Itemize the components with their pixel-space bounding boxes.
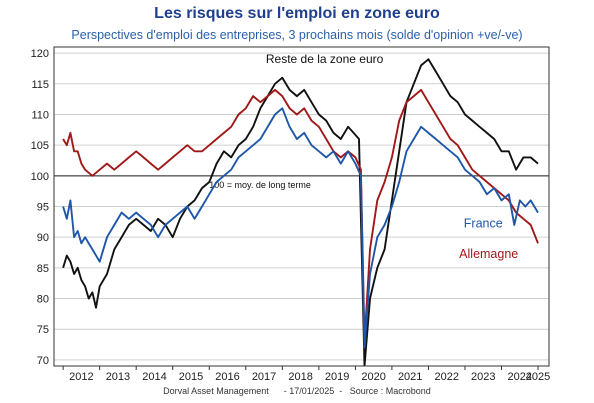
x-tick-label: 2012 — [69, 371, 93, 383]
y-tick-label: 85 — [37, 263, 49, 275]
x-tick-label: 2019 — [325, 371, 349, 383]
series-label-reste: Reste de la zone euro — [266, 52, 384, 66]
y-tick-label: 120 — [31, 48, 49, 60]
x-tick-label: 2014 — [142, 371, 166, 383]
plot-frame — [53, 46, 550, 367]
x-tick-label: 2016 — [215, 371, 239, 383]
y-tick-label: 80 — [37, 294, 49, 306]
y-tick-label: 75 — [37, 324, 49, 336]
source-footer: Dorval Asset Management - 17/01/2025 - S… — [163, 386, 431, 396]
series-line-allemagne — [62, 88, 539, 343]
series-label-france: France — [464, 216, 503, 230]
series-label-allemagne: Allemagne — [459, 247, 518, 261]
x-tick-label: 2018 — [288, 371, 312, 383]
series-line-reste — [62, 58, 539, 366]
y-tick-label: 70 — [37, 355, 49, 367]
x-tick-label: 2017 — [252, 371, 276, 383]
x-tick-label: 2021 — [398, 371, 422, 383]
y-tick-label: 95 — [37, 202, 49, 214]
x-tick-label: 2013 — [106, 371, 130, 383]
y-tick-label: 105 — [31, 140, 49, 152]
chart-subtitle: Perspectives d'emploi des entreprises, 3… — [71, 28, 523, 42]
series-line-france — [62, 107, 539, 349]
y-tick-label: 115 — [31, 79, 49, 91]
y-tick-label: 100 — [31, 171, 49, 183]
x-tick-label: 2025 — [526, 371, 550, 383]
y-tick-label: 110 — [31, 109, 49, 121]
x-tick-label: 2020 — [361, 371, 385, 383]
x-tick-label: 2023 — [471, 371, 495, 383]
x-tick-label: 2024 — [508, 371, 532, 383]
x-tick-label: 2022 — [434, 371, 458, 383]
x-tick-label: 2015 — [179, 371, 203, 383]
chart-title: Les risques sur l'emploi en zone euro — [154, 5, 440, 22]
reference-line-label: 100 = moy. de long terme — [209, 180, 311, 190]
y-tick-label: 90 — [37, 232, 49, 244]
